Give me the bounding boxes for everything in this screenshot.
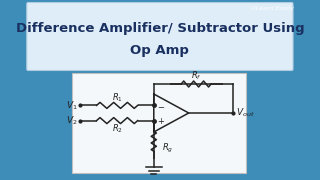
FancyBboxPatch shape bbox=[27, 3, 293, 71]
Text: ULearn Easily: ULearn Easily bbox=[252, 6, 294, 11]
Text: $R_f$: $R_f$ bbox=[191, 70, 202, 82]
Text: $R_g$: $R_g$ bbox=[162, 142, 173, 155]
Text: $+$: $+$ bbox=[157, 116, 165, 126]
Text: $V_1$: $V_1$ bbox=[66, 99, 78, 112]
Text: $R_1$: $R_1$ bbox=[112, 91, 123, 104]
Text: $-$: $-$ bbox=[157, 101, 165, 110]
Text: $V_2$: $V_2$ bbox=[66, 114, 78, 127]
Text: $V_{out}$: $V_{out}$ bbox=[236, 107, 255, 119]
Text: Difference Amplifier/ Subtractor Using: Difference Amplifier/ Subtractor Using bbox=[16, 22, 304, 35]
FancyBboxPatch shape bbox=[72, 73, 246, 173]
Text: Op Amp: Op Amp bbox=[131, 44, 189, 57]
Text: $R_2$: $R_2$ bbox=[112, 122, 123, 135]
